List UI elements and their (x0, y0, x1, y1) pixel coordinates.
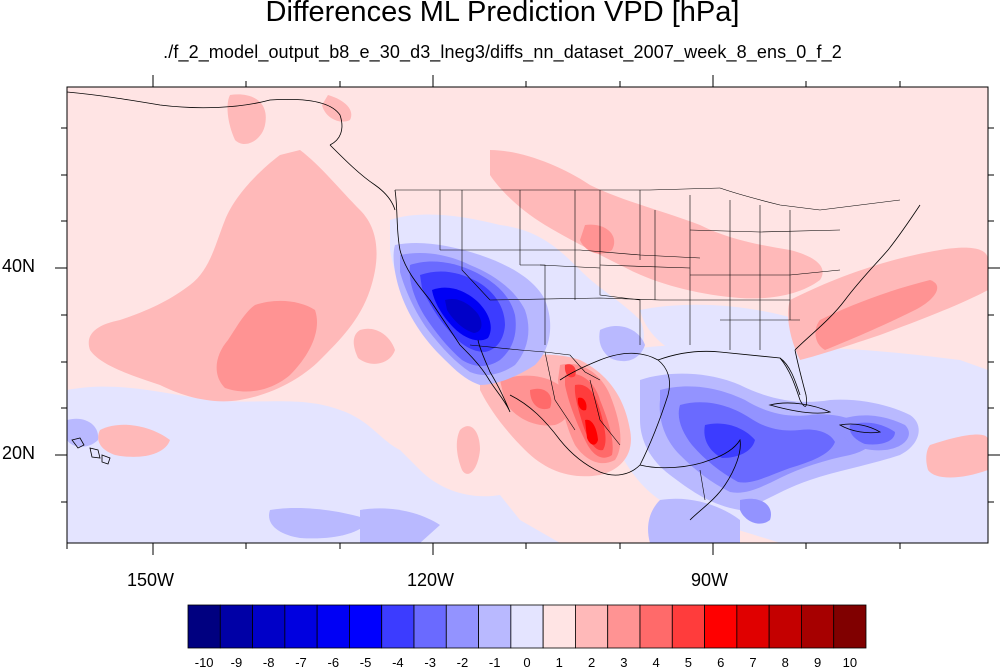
colorbar-label: 7 (749, 655, 757, 670)
colorbar-swatch (478, 604, 512, 649)
colorbar-swatch (349, 604, 383, 649)
colorbar-label: 3 (620, 655, 628, 670)
colorbar-label: -10 (194, 655, 214, 670)
colorbar-label: 1 (555, 655, 563, 670)
vpd-field (67, 87, 988, 543)
map-title: Differences ML Prediction VPD [hPa] (265, 0, 740, 28)
lat-label-20n: 20N (2, 443, 36, 463)
colorbar-label: 0 (523, 655, 531, 670)
colorbar-label: 9 (813, 655, 822, 670)
colorbar-label: -6 (327, 655, 340, 670)
colorbar (187, 604, 867, 649)
colorbar-label: -7 (295, 655, 307, 670)
colorbar-label: 10 (842, 655, 858, 670)
colorbar-label: 5 (684, 655, 693, 670)
colorbar-label: -1 (488, 655, 501, 670)
field-minus8-zone (445, 298, 482, 333)
colorbar-label: 2 (587, 655, 596, 670)
colorbar-swatch (736, 604, 770, 649)
colorbar-label: -4 (392, 655, 404, 670)
colorbar-swatch (542, 604, 576, 649)
lon-label-120w: 120W (407, 570, 455, 590)
colorbar-swatch (445, 604, 479, 649)
colorbar-swatch (284, 604, 318, 649)
colorbar-label: -8 (262, 655, 275, 670)
lon-label-150w: 150W (127, 570, 175, 590)
field-plus5-zone (577, 397, 598, 445)
colorbar-swatch (252, 604, 286, 649)
state-borders (395, 187, 901, 501)
colorbar-swatch (833, 604, 867, 649)
axis-ticks (55, 75, 1000, 555)
colorbar-swatch (510, 604, 544, 649)
colorbar-label: -5 (359, 655, 372, 670)
colorbar-label: 8 (781, 655, 789, 670)
colorbar-swatch (768, 604, 802, 649)
colorbar-label: 6 (717, 655, 725, 670)
colorbar-swatch (381, 604, 415, 649)
colorbar-label: 4 (652, 655, 660, 670)
colorbar-swatch (316, 604, 350, 649)
colorbar-swatch (704, 604, 738, 649)
colorbar-label: -3 (424, 655, 436, 670)
lon-label-90w: 90W (691, 570, 729, 590)
colorbar-label: -9 (230, 655, 243, 670)
colorbar-swatch (187, 604, 221, 649)
colorbar-label: -2 (456, 655, 469, 670)
colorbar-swatch (607, 604, 641, 649)
colorbar-swatch (639, 604, 673, 649)
colorbar-swatch (575, 604, 609, 649)
map-subtitle: ./f_2_model_output_b8_e_30_d3_lneg3/diff… (163, 42, 842, 62)
coastlines (67, 91, 921, 521)
colorbar-swatch (219, 604, 253, 649)
colorbar-swatch (413, 604, 447, 649)
colorbar-swatch (671, 604, 705, 649)
colorbar-swatch (801, 604, 835, 649)
lat-label-40n: 40N (2, 256, 36, 276)
